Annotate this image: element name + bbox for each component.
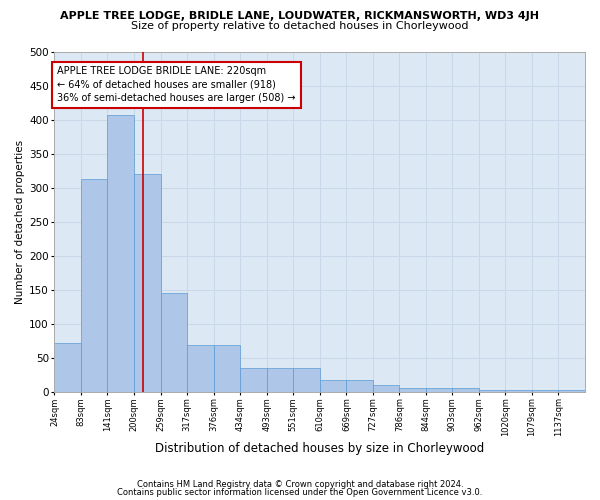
Text: Contains HM Land Registry data © Crown copyright and database right 2024.: Contains HM Land Registry data © Crown c… bbox=[137, 480, 463, 489]
X-axis label: Distribution of detached houses by size in Chorleywood: Distribution of detached houses by size … bbox=[155, 442, 484, 455]
Bar bbox=[55, 343, 81, 392]
Bar bbox=[320, 380, 346, 392]
Bar bbox=[107, 115, 134, 392]
Bar bbox=[267, 368, 293, 392]
Bar bbox=[558, 390, 585, 392]
Bar bbox=[373, 385, 400, 392]
Bar bbox=[532, 390, 558, 392]
Bar bbox=[240, 368, 267, 392]
Bar bbox=[134, 174, 161, 392]
Bar bbox=[187, 346, 214, 392]
Bar bbox=[400, 388, 425, 392]
Bar bbox=[479, 390, 505, 392]
Bar bbox=[346, 380, 373, 392]
Bar bbox=[425, 388, 452, 392]
Bar bbox=[452, 388, 479, 392]
Bar bbox=[293, 368, 320, 392]
Bar bbox=[214, 346, 240, 392]
Bar bbox=[161, 293, 187, 392]
Text: Size of property relative to detached houses in Chorleywood: Size of property relative to detached ho… bbox=[131, 21, 469, 31]
Text: APPLE TREE LODGE BRIDLE LANE: 220sqm
← 64% of detached houses are smaller (918)
: APPLE TREE LODGE BRIDLE LANE: 220sqm ← 6… bbox=[57, 66, 296, 103]
Bar bbox=[81, 179, 107, 392]
Text: APPLE TREE LODGE, BRIDLE LANE, LOUDWATER, RICKMANSWORTH, WD3 4JH: APPLE TREE LODGE, BRIDLE LANE, LOUDWATER… bbox=[61, 11, 539, 21]
Bar bbox=[505, 390, 532, 392]
Y-axis label: Number of detached properties: Number of detached properties bbox=[15, 140, 25, 304]
Text: Contains public sector information licensed under the Open Government Licence v3: Contains public sector information licen… bbox=[118, 488, 482, 497]
